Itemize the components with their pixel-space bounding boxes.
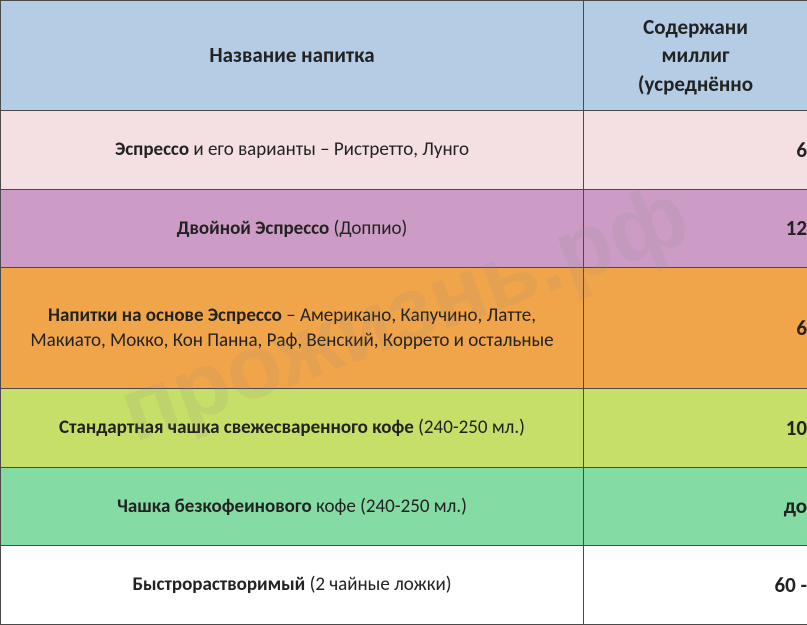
table-header-row: Название напитка Содержани миллиг (усред… bbox=[1, 1, 807, 111]
drink-name-cell: Чашка безкофеинового кофе (240-250 мл.) bbox=[1, 467, 584, 546]
coffee-table-container: прожизнь.рф Название напитка Содержани м… bbox=[0, 0, 807, 625]
drink-name-cell: Быстрорастворимый (2 чайные ложки) bbox=[1, 546, 584, 625]
caffeine-value-cell: до bbox=[584, 467, 807, 546]
header-line3: (усреднённо bbox=[638, 71, 753, 97]
header-caffeine-content: Содержани миллиг (усреднённо bbox=[584, 1, 807, 111]
table-row: Двойной Эспрессо (Доппио)12 bbox=[1, 189, 807, 268]
table-row: Стандартная чашка свежесваренного кофе (… bbox=[1, 389, 807, 468]
table-row: Эспрессо и его варианты – Ристретто, Лун… bbox=[1, 111, 807, 190]
coffee-caffeine-table: Название напитка Содержани миллиг (усред… bbox=[0, 0, 807, 625]
drink-name-cell: Двойной Эспрессо (Доппио) bbox=[1, 189, 584, 268]
caffeine-value-cell: 6 bbox=[584, 268, 807, 389]
caffeine-value-cell: 10 bbox=[584, 389, 807, 468]
drink-name-cell: Напитки на основе Эспрессо – Американо, … bbox=[1, 268, 584, 389]
drink-name-bold: Чашка безкофеинового bbox=[117, 495, 312, 518]
table-row: Быстрорастворимый (2 чайные ложки)60 - bbox=[1, 546, 807, 625]
caffeine-value-cell: 12 bbox=[584, 189, 807, 268]
drink-name-bold: Напитки на основе Эспрессо bbox=[48, 304, 282, 327]
table-row: Напитки на основе Эспрессо – Американо, … bbox=[1, 268, 807, 389]
drink-name-bold: Быстрорастворимый bbox=[132, 573, 309, 596]
drink-name-cell: Стандартная чашка свежесваренного кофе (… bbox=[1, 389, 584, 468]
drink-name-bold: Стандартная чашка свежесваренного кофе bbox=[59, 416, 414, 439]
drink-name-cell: Эспрессо и его варианты – Ристретто, Лун… bbox=[1, 111, 584, 190]
drink-name-rest: (Доппио) bbox=[329, 217, 407, 240]
drink-name-rest: и его варианты – Ристретто, Лунго bbox=[189, 138, 469, 161]
drink-name-rest: (240-250 мл.) bbox=[414, 416, 525, 439]
header-drink-name: Название напитка bbox=[1, 1, 584, 111]
drink-name-rest: (2 чайные ложки) bbox=[310, 573, 452, 596]
drink-name-rest: кофе (240-250 мл.) bbox=[312, 495, 467, 518]
drink-name-bold: Двойной Эспрессо bbox=[177, 217, 330, 240]
caffeine-value-cell: 60 - bbox=[584, 546, 807, 625]
table-row: Чашка безкофеинового кофе (240-250 мл.)д… bbox=[1, 467, 807, 546]
header-line1: Содержани bbox=[643, 14, 748, 40]
header-line2: миллиг bbox=[662, 42, 730, 68]
drink-name-bold: Эспрессо bbox=[115, 138, 189, 161]
table-body: Эспрессо и его варианты – Ристретто, Лун… bbox=[1, 111, 807, 625]
caffeine-value-cell: 6 bbox=[584, 111, 807, 190]
